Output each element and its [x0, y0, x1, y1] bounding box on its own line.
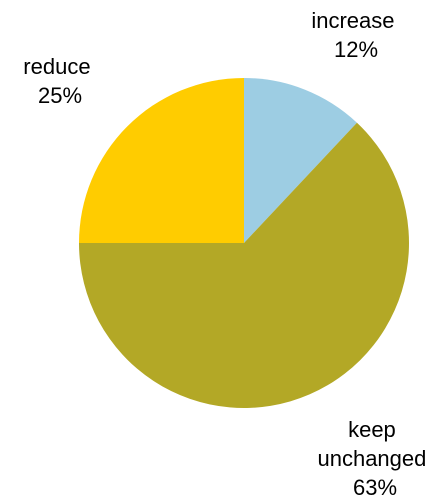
slice-label-reduce-name: reduce: [23, 54, 90, 79]
pie-slice-increase: [244, 78, 357, 243]
slice-label-keep-unchanged-percent: 63%: [353, 475, 397, 500]
pie-slices: [79, 78, 409, 409]
slice-label-increase-percent: 12%: [334, 37, 378, 62]
slice-label-increase-name: increase: [311, 8, 394, 33]
slice-label-keep-unchanged-name-line2: unchanged: [317, 446, 426, 471]
slice-label-keep-unchanged: keep unchanged 63%: [317, 417, 432, 500]
slice-label-reduce: reduce 25%: [23, 54, 96, 108]
slice-label-keep-unchanged-name-line1: keep: [348, 417, 396, 442]
slice-label-reduce-percent: 25%: [38, 83, 82, 108]
slice-label-increase: increase 12%: [311, 8, 400, 62]
pie-slice-keep-unchanged: [79, 122, 409, 409]
pie-slice-reduce: [79, 78, 244, 243]
